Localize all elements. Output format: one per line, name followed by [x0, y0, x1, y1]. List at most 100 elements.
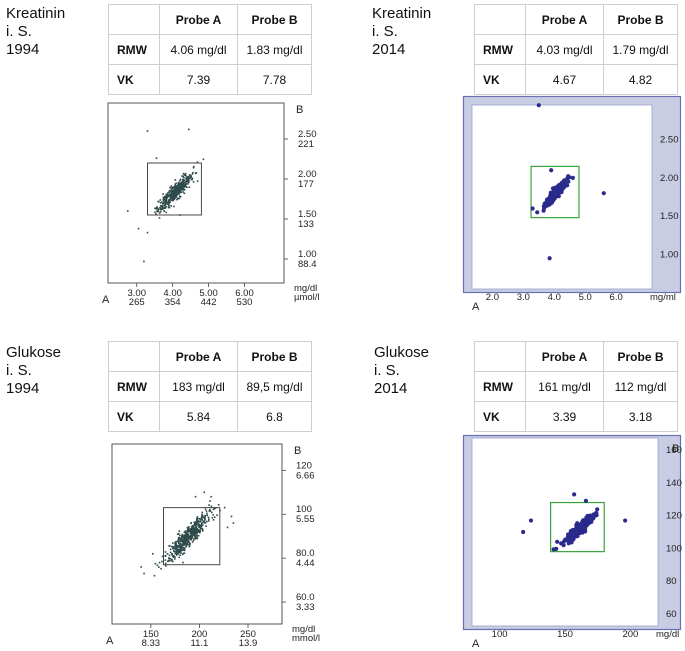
data-point [178, 197, 181, 200]
data-point [195, 523, 197, 525]
data-point [182, 541, 185, 544]
data-point [176, 553, 178, 555]
data-point [174, 558, 176, 560]
y-tick-label: 2.00 [298, 169, 317, 180]
data-point [173, 550, 175, 553]
x-tick-label-secondary: 8.33 [142, 638, 161, 648]
data-point [168, 200, 171, 203]
y-tick-label: 120 [666, 511, 682, 522]
data-point [182, 184, 184, 186]
data-point [583, 525, 588, 530]
stats-table: Probe A Probe B RMW 4.03 mg/dl 1.79 mg/d… [474, 4, 678, 95]
outlier-point [601, 191, 606, 196]
data-point [209, 508, 211, 511]
x-unit-label: mmol/l [292, 633, 320, 644]
data-point [163, 201, 165, 204]
data-point [194, 526, 196, 529]
data-point [188, 526, 190, 528]
data-point [178, 192, 181, 194]
data-point [190, 522, 192, 525]
data-point [195, 534, 198, 537]
data-point [185, 531, 187, 534]
data-point [214, 507, 217, 509]
data-point [182, 553, 184, 556]
data-point [197, 521, 199, 523]
data-point [186, 526, 189, 529]
data-point [187, 536, 189, 538]
data-point [580, 522, 585, 527]
data-point [174, 541, 177, 543]
data-point [184, 182, 186, 184]
outlier-point [188, 128, 190, 131]
x-unit-label: mg/ml [650, 292, 676, 303]
row-label-rmw: RMW [108, 371, 160, 402]
outlier-point [232, 522, 235, 524]
data-point [178, 195, 181, 197]
data-point [162, 193, 164, 195]
y-tick-label: 160 [666, 445, 682, 456]
target-box [530, 165, 580, 219]
data-point [183, 531, 186, 534]
data-point [566, 541, 571, 546]
x-tick-label: 150 [557, 629, 573, 640]
outlier-point [549, 168, 554, 173]
data-point [170, 194, 173, 197]
data-point [184, 537, 187, 540]
data-point [548, 195, 553, 200]
data-point [178, 542, 181, 545]
cell-vk-b: 3.18 [603, 401, 678, 432]
data-point [180, 546, 183, 548]
outlier-point [210, 495, 212, 498]
outlier-point [203, 491, 206, 494]
data-point [179, 196, 182, 198]
data-point [551, 547, 556, 552]
data-point [178, 544, 181, 546]
data-point [200, 525, 203, 528]
data-point [213, 516, 216, 518]
data-point [544, 199, 549, 205]
data-point [177, 551, 179, 553]
data-point [171, 186, 174, 189]
data-point [175, 549, 178, 552]
y-tick-label-secondary: 5.55 [296, 514, 315, 525]
data-point [172, 198, 175, 201]
data-point [186, 183, 189, 185]
data-point [188, 530, 191, 532]
data-point [173, 546, 175, 548]
data-point [176, 546, 178, 548]
data-point [195, 531, 198, 533]
data-point [187, 533, 190, 536]
data-point [183, 547, 185, 549]
data-point [172, 191, 175, 194]
data-point [192, 166, 195, 169]
data-point [177, 546, 180, 548]
data-point [176, 554, 178, 556]
data-point [164, 565, 167, 567]
y-tick-label-secondary: 88.4 [298, 259, 317, 270]
outlier-point [140, 566, 142, 568]
data-point [186, 540, 188, 542]
data-point [160, 207, 163, 210]
data-point [213, 507, 216, 510]
cell-rmw-b: 1.83 mg/dl [237, 34, 312, 65]
y-tick-label: 140 [666, 478, 682, 489]
data-point [189, 535, 192, 538]
data-point [197, 520, 199, 522]
data-point [176, 191, 179, 193]
data-point [180, 549, 183, 552]
data-point [185, 186, 188, 188]
x-tick-label-secondary: 354 [165, 297, 181, 308]
data-point [168, 201, 171, 204]
data-point [195, 522, 197, 524]
data-point [186, 534, 188, 537]
data-point [164, 551, 167, 553]
scatter-plot-kreatinin-2014: 2.50 2.00 1.50 1.00 2.0 3.0 4.0 5.0 6.0 mg/ml A [462, 95, 682, 313]
column-header-probe-b: Probe B [603, 4, 678, 35]
data-point [188, 174, 191, 177]
data-point [180, 552, 182, 554]
data-point [188, 186, 191, 188]
data-point [173, 197, 175, 199]
data-point [189, 529, 191, 531]
data-point [190, 176, 192, 179]
data-point [181, 546, 184, 549]
